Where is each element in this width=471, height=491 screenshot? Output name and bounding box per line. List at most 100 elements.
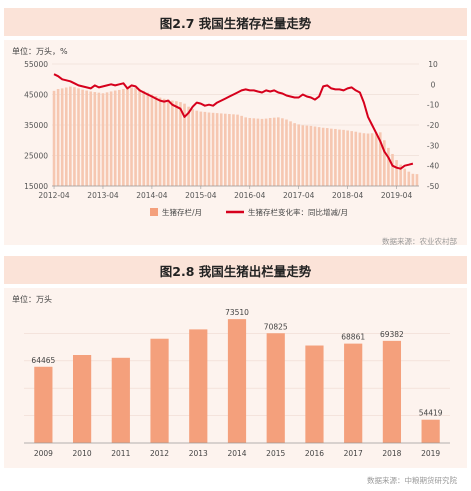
bar: [354, 131, 358, 186]
data-label: 69382: [380, 330, 404, 339]
figure1-chart: 15000 25000 35000 45000 55000 -50 -40 -30 -20 -10…: [24, 60, 439, 217]
figure2-source: 数据来源：中粮期货研究院: [367, 476, 457, 485]
bar: [224, 113, 227, 186]
bar: [256, 118, 260, 186]
bar: [175, 101, 178, 186]
x-tick-label: 2019-04: [381, 191, 413, 200]
bar: [183, 103, 186, 186]
bar: [378, 132, 382, 186]
bar: [166, 99, 170, 186]
x-tick-label: 2015-04: [185, 191, 217, 200]
y-right-tick-label: -10: [427, 101, 439, 110]
x-tick-label: 2013: [189, 449, 208, 458]
y-left-tick-label: 55000: [24, 60, 48, 69]
bar: [150, 94, 154, 186]
bar: [281, 118, 284, 186]
bar: [411, 173, 415, 186]
bar: [305, 125, 309, 186]
bar: [142, 90, 146, 186]
bar: [301, 125, 305, 186]
bar: [244, 117, 247, 186]
bar: [101, 93, 105, 186]
bar: [207, 112, 211, 186]
bar: [313, 126, 317, 186]
bar: [89, 91, 93, 186]
data-label: 54419: [419, 409, 443, 418]
bar-2009: [34, 366, 53, 443]
bar: [52, 90, 56, 186]
y-left-tick-label: 25000: [24, 152, 48, 161]
bar-2015: [266, 333, 285, 443]
y-right-tick-label: -50: [427, 182, 439, 191]
bar: [93, 92, 97, 186]
x-tick-label: 2016: [305, 449, 324, 458]
bar: [162, 98, 166, 186]
bar: [264, 118, 268, 186]
x-tick-label: 2012-04: [38, 191, 70, 200]
bar: [105, 92, 109, 186]
x-tick-label: 2012: [150, 449, 169, 458]
bar-2019: [421, 419, 440, 443]
bar: [321, 127, 325, 186]
bar: [289, 121, 292, 186]
y-right-tick-label: 0: [431, 80, 436, 89]
bar: [69, 86, 72, 186]
figure2-unit-label: 单位：万头: [12, 295, 52, 304]
bar: [338, 129, 341, 186]
legend-swatch-bar: [150, 208, 158, 216]
x-tick-label: 2019: [421, 449, 440, 458]
bar: [374, 132, 378, 186]
bar: [342, 129, 345, 186]
bar: [134, 88, 137, 186]
bar: [240, 115, 243, 186]
bar: [126, 88, 129, 186]
bar: [370, 133, 374, 186]
bar: [330, 128, 333, 186]
bar: [203, 111, 207, 186]
bar: [334, 128, 337, 186]
x-tick-label: 2018-04: [332, 191, 364, 200]
bar: [130, 87, 133, 186]
y-left-tick-label: 35000: [24, 121, 48, 130]
bar: [391, 153, 394, 186]
bar: [325, 128, 329, 186]
bar: [268, 117, 272, 186]
figure1-source: 数据来源：农业农村部: [382, 237, 457, 246]
bar: [170, 100, 174, 186]
bar-2010: [72, 355, 92, 443]
bar: [187, 106, 190, 186]
bar: [383, 140, 386, 186]
bar: [158, 97, 162, 186]
bar: [260, 118, 264, 186]
bar: [77, 88, 80, 186]
bar-2018: [382, 340, 402, 443]
bar-2014: [227, 319, 247, 443]
bar: [179, 102, 182, 186]
bar: [272, 117, 276, 186]
x-tick-label: 2015: [266, 449, 285, 458]
bar: [395, 160, 398, 186]
data-label: 68861: [341, 333, 365, 342]
bar: [415, 174, 419, 186]
bar-2011: [111, 357, 130, 443]
x-tick-label: 2013-04: [87, 191, 119, 200]
bar: [293, 123, 296, 186]
x-tick-label: 2017: [344, 449, 363, 458]
bar: [64, 87, 68, 186]
bar: [309, 125, 313, 186]
bar-2013: [189, 329, 208, 443]
bar: [195, 110, 199, 186]
bar: [146, 92, 150, 186]
bar-2012: [150, 338, 169, 443]
x-tick-label: 2014-04: [136, 191, 168, 200]
x-tick-label: 2011: [111, 449, 130, 458]
bar: [211, 112, 215, 186]
bar: [346, 130, 349, 186]
figure1-title: 图2.7 我国生猪存栏量走势: [4, 8, 467, 36]
bar: [191, 109, 194, 186]
bar: [60, 88, 64, 186]
bar: [399, 164, 402, 186]
bar: [109, 91, 113, 186]
legend-label-bar: 生猪存栏/月: [162, 207, 202, 217]
bar: [219, 113, 223, 186]
